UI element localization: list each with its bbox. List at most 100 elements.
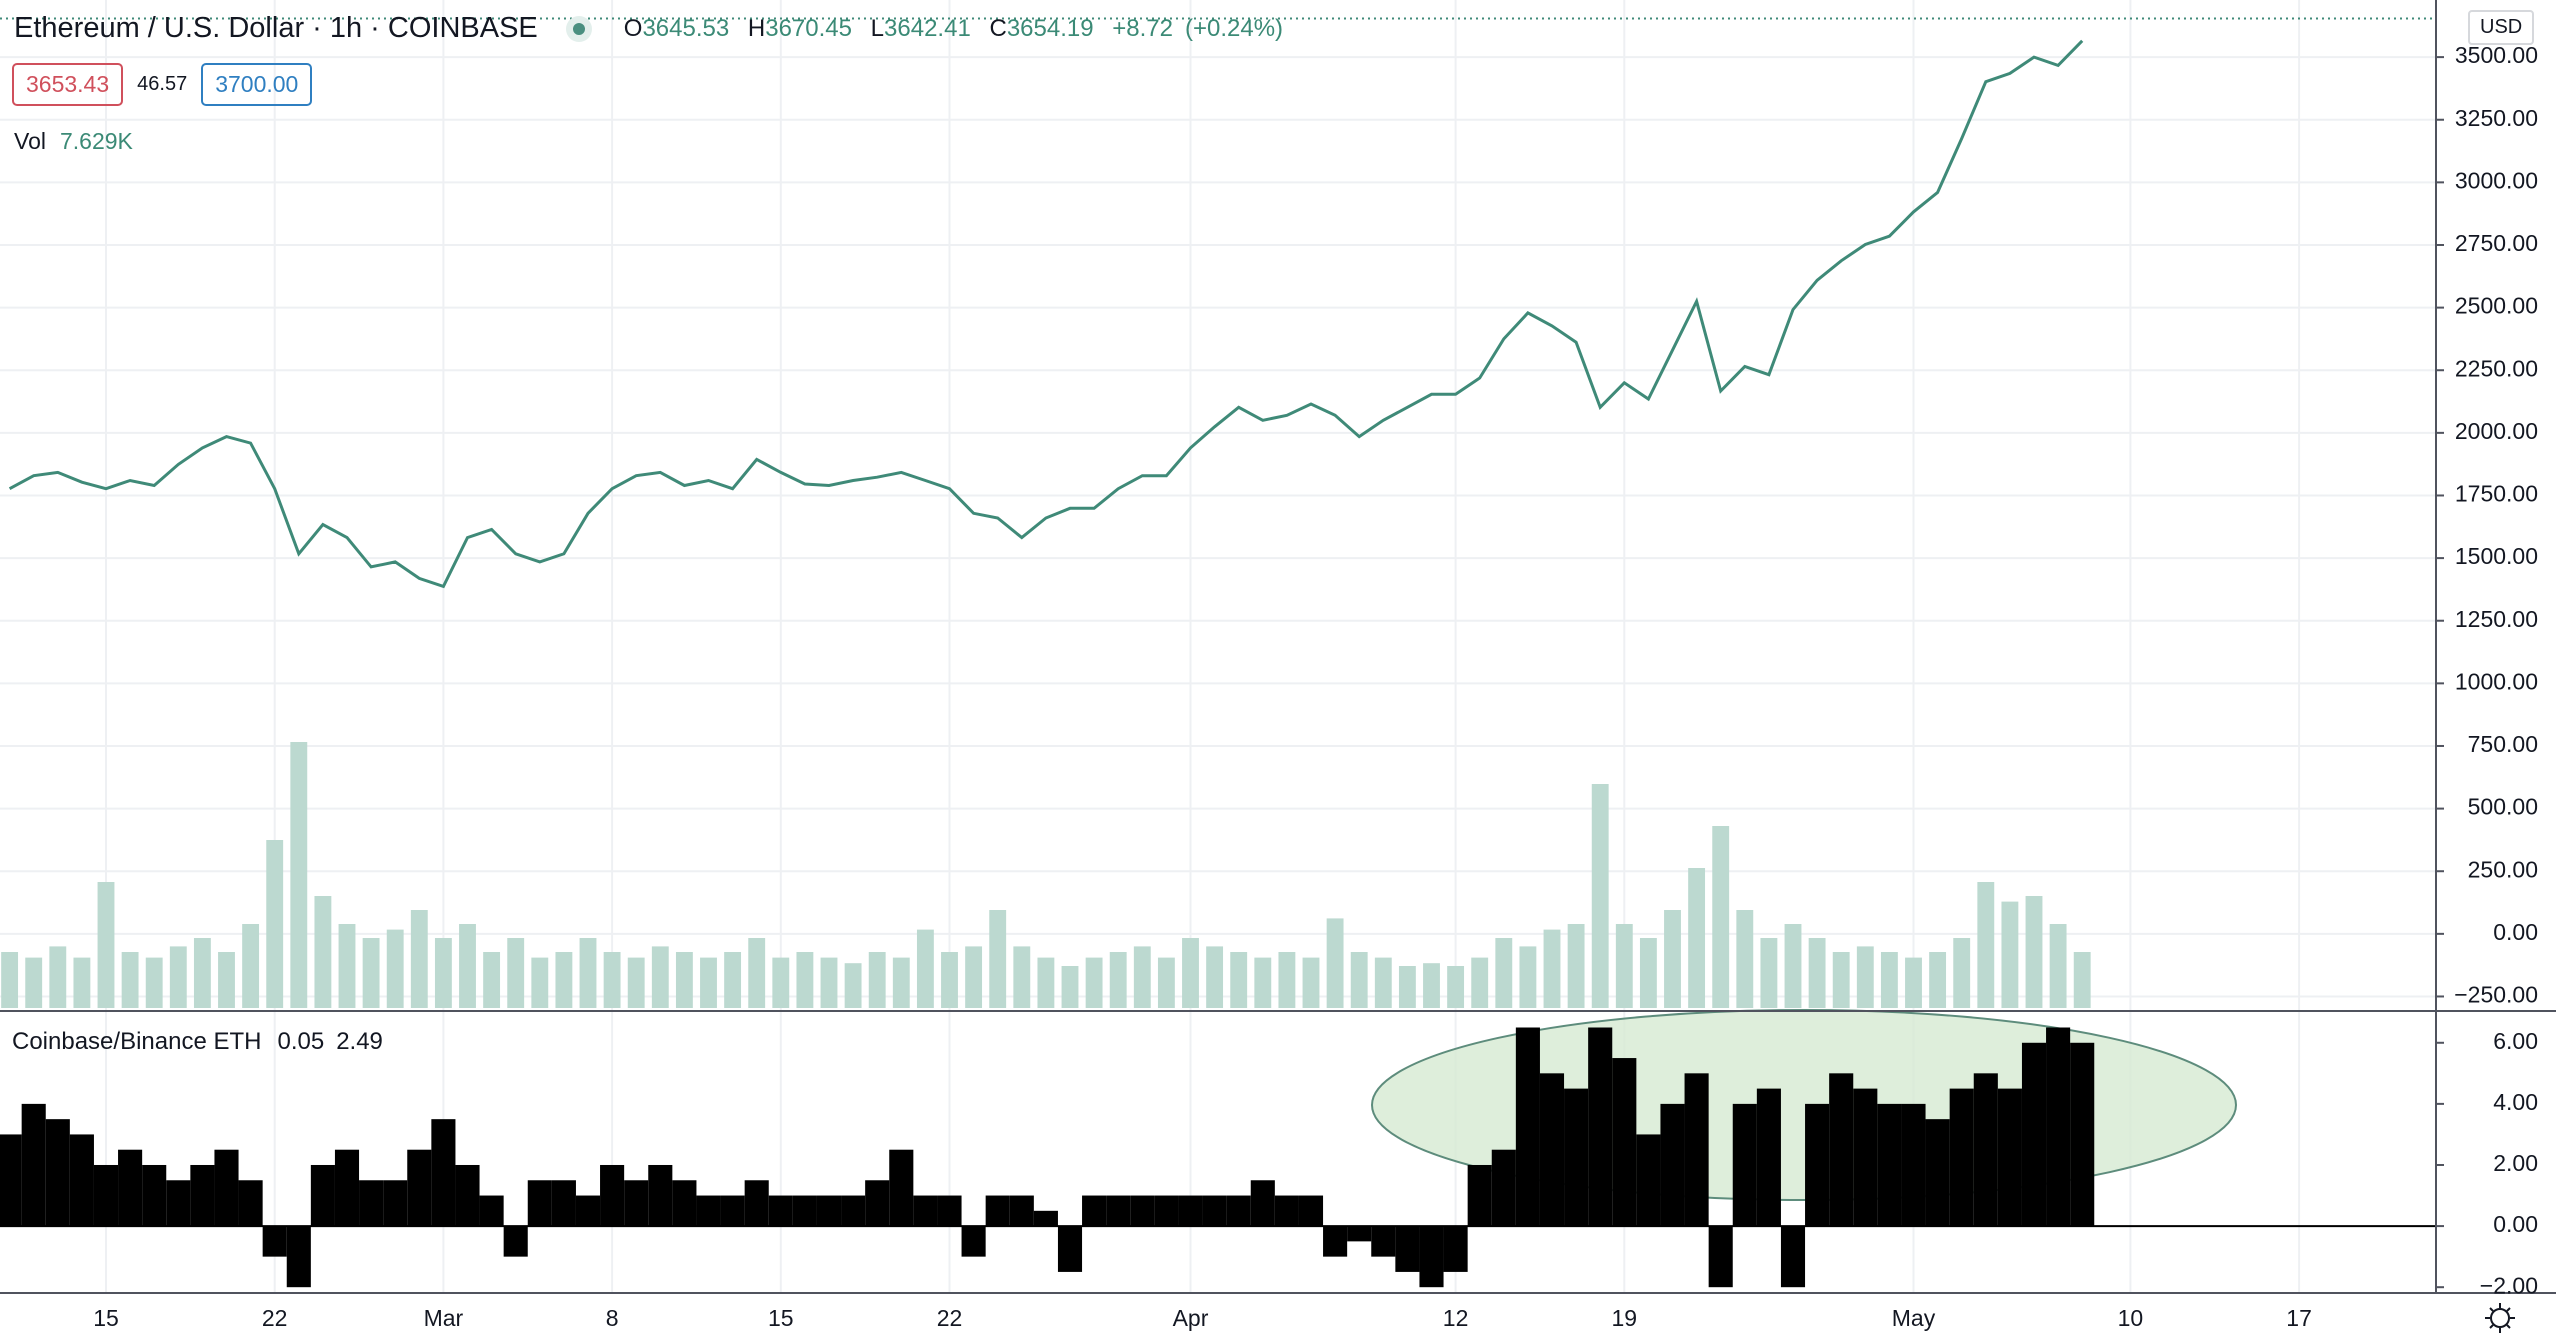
indicator-bar xyxy=(503,1226,528,1257)
indicator-bar xyxy=(865,1180,890,1227)
volume-legend: Vol 7.629K xyxy=(14,128,133,155)
indicator-bar xyxy=(527,1180,552,1227)
y-tick-label: 6.00 xyxy=(2493,1028,2538,1054)
volume-bar xyxy=(1326,918,1344,1008)
indicator-bar xyxy=(1323,1226,1348,1257)
indicator-bar xyxy=(720,1195,745,1227)
price-line xyxy=(8,39,2084,589)
indicator-bar xyxy=(310,1164,335,1227)
indicator-bar xyxy=(1660,1103,1685,1227)
indicator-bar xyxy=(214,1149,239,1227)
indicator-bar xyxy=(0,1134,22,1227)
indicator-bar xyxy=(1371,1226,1396,1257)
indicator-bar xyxy=(45,1119,70,1227)
indicator-bar xyxy=(69,1134,94,1227)
change: +8.72 xyxy=(1112,14,1173,42)
indicator-bar xyxy=(1539,1073,1565,1227)
volume-bar xyxy=(2025,896,2043,1008)
volume-bar xyxy=(531,957,549,1008)
sell-price[interactable]: 3653.43 xyxy=(12,63,124,106)
volume-bar xyxy=(1109,952,1127,1008)
indicator-bar xyxy=(1515,1027,1540,1227)
volume-bar xyxy=(796,952,814,1008)
currency[interactable]: USD xyxy=(2468,10,2535,45)
indicator-bar xyxy=(479,1195,504,1227)
indicator-bar xyxy=(1057,1226,1083,1272)
x-tick-label: Apr xyxy=(1173,1305,1209,1331)
volume-bar xyxy=(483,952,501,1008)
volume-bar xyxy=(2073,952,2091,1008)
indicator-bar xyxy=(1130,1195,1155,1227)
volume-bar xyxy=(1712,826,1730,1008)
indicator-bar xyxy=(359,1180,384,1227)
indicator-bar xyxy=(238,1180,263,1227)
indicator-bar xyxy=(262,1226,287,1257)
volume-bar xyxy=(1929,952,1947,1008)
volume-bar xyxy=(748,938,766,1008)
volume-bar xyxy=(1905,957,1922,1008)
x-tick-label: 19 xyxy=(1612,1305,1638,1331)
indicator-bar xyxy=(1347,1226,1372,1242)
volume-bar xyxy=(1736,910,1754,1008)
indicator-bar xyxy=(334,1149,360,1227)
volume-bar xyxy=(410,910,428,1008)
volume-bar xyxy=(73,957,91,1008)
indicator-bar xyxy=(937,1195,962,1227)
buy-price[interactable]: 3700.00 xyxy=(201,63,313,106)
y-tick-label: −2.00 xyxy=(2480,1272,2538,1298)
indicator-bar xyxy=(696,1195,721,1227)
symbol-title[interactable]: Ethereum / U.S. Dollar · 1h · COINBASE xyxy=(14,12,538,44)
ohlc-value: 3645.53 xyxy=(642,14,730,42)
indicator-bar xyxy=(1853,1088,1878,1227)
indicator-bar xyxy=(889,1149,914,1227)
ohlc-key: C xyxy=(989,14,1007,42)
indicator-bar xyxy=(1829,1073,1854,1227)
volume-bar xyxy=(1808,938,1826,1008)
volume-bar xyxy=(25,957,43,1008)
volume-bar xyxy=(145,957,163,1008)
volume-bar xyxy=(1784,924,1802,1008)
settings-icon[interactable] xyxy=(2485,1303,2515,1333)
y-tick-label: 0.00 xyxy=(2493,1211,2538,1237)
volume-value: 7.629K xyxy=(59,128,133,154)
indicator-bar xyxy=(1708,1226,1733,1288)
indicator-bar xyxy=(1756,1088,1781,1227)
indicator-bar xyxy=(455,1164,480,1227)
y-tick-label: 1000.00 xyxy=(2455,668,2538,694)
volume-bar xyxy=(121,952,139,1008)
y-tick-label: 2750.00 xyxy=(2455,230,2538,256)
indicator-bar xyxy=(1636,1134,1661,1227)
volume-bar xyxy=(1230,952,1248,1008)
indicator-bar xyxy=(1491,1149,1516,1227)
volume-bar xyxy=(49,946,67,1008)
market-status xyxy=(565,15,592,42)
indicator-bar xyxy=(1419,1226,1444,1288)
spread: 46.57 xyxy=(137,73,188,95)
volume-bar xyxy=(1688,868,1706,1008)
volume-bar xyxy=(820,957,838,1008)
volume-bar xyxy=(1543,929,1561,1008)
indicator-bar xyxy=(792,1195,817,1227)
indicator-bar xyxy=(1564,1088,1589,1227)
indicator-legend: Coinbase/Binance ETH 0.05 2.49 xyxy=(12,1028,383,1056)
indicator-bar xyxy=(2021,1042,2047,1227)
ohlc-value: 3670.45 xyxy=(765,14,852,42)
indicator-bar xyxy=(118,1149,143,1227)
volume-bar xyxy=(1061,966,1079,1008)
indicator-bar xyxy=(624,1180,649,1227)
volume-bar xyxy=(1013,946,1031,1008)
y-tick-label: 0.00 xyxy=(2493,919,2538,945)
volume-bar xyxy=(1760,938,1778,1008)
volume-bar xyxy=(459,924,476,1008)
ohlc-value: 3642.41 xyxy=(884,14,971,42)
indicator-value: 2.49 xyxy=(336,1028,383,1055)
volume-bar xyxy=(1447,966,1465,1008)
ohlc-value: 3654.19 xyxy=(1006,14,1094,42)
indicator-bar xyxy=(1877,1103,1902,1227)
y-tick-label: 3250.00 xyxy=(2455,105,2538,131)
indicator-bar xyxy=(744,1180,769,1227)
y-tick-label: 2500.00 xyxy=(2455,293,2538,319)
y-tick-label: 1500.00 xyxy=(2455,543,2538,569)
